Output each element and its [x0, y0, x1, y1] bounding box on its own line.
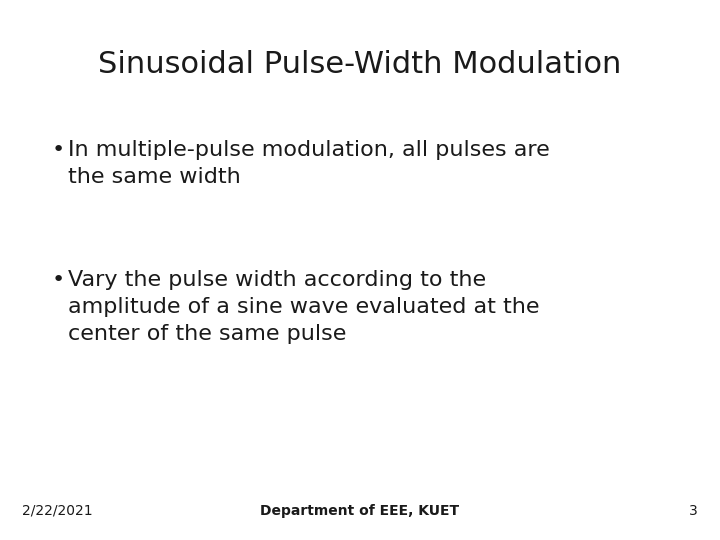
- Text: Sinusoidal Pulse-Width Modulation: Sinusoidal Pulse-Width Modulation: [99, 50, 621, 79]
- Text: •: •: [52, 140, 66, 160]
- Text: In multiple-pulse modulation, all pulses are
the same width: In multiple-pulse modulation, all pulses…: [68, 140, 550, 187]
- Text: •: •: [52, 270, 66, 290]
- Text: 2/22/2021: 2/22/2021: [22, 504, 93, 518]
- Text: Vary the pulse width according to the
amplitude of a sine wave evaluated at the
: Vary the pulse width according to the am…: [68, 270, 539, 345]
- Text: 3: 3: [689, 504, 698, 518]
- Text: Department of EEE, KUET: Department of EEE, KUET: [261, 504, 459, 518]
